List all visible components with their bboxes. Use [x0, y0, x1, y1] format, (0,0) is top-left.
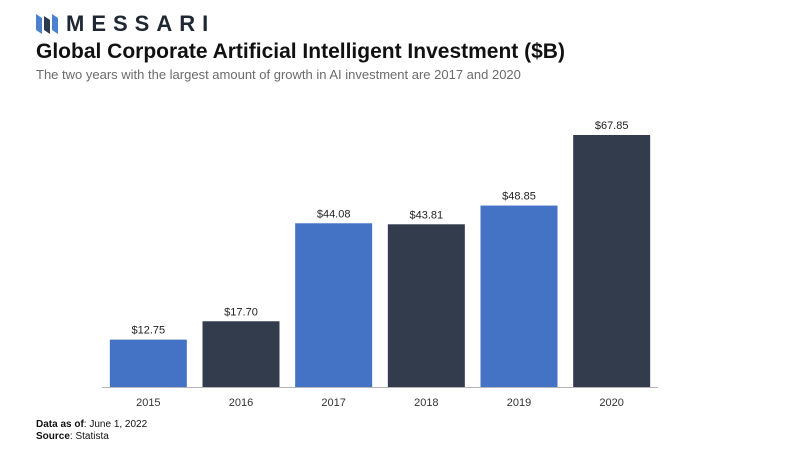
messari-logo-icon — [36, 14, 58, 34]
data-label-2018: $43.81 — [410, 209, 444, 221]
data-label-2016: $17.70 — [224, 306, 258, 318]
source-label: Source — [36, 431, 70, 442]
x-tick-label-2016: 2016 — [229, 397, 253, 409]
x-tick-label-2015: 2015 — [136, 397, 160, 409]
bar-2016 — [202, 321, 280, 387]
x-tick-label-2018: 2018 — [414, 397, 438, 409]
data-label-2017: $44.08 — [317, 208, 351, 220]
data-as-of-value: : June 1, 2022 — [83, 419, 148, 430]
x-tick-label-2017: 2017 — [321, 397, 345, 409]
data-as-of: Data as of: June 1, 2022 — [36, 419, 147, 431]
data-as-of-label: Data as of — [36, 419, 84, 430]
bar-2019 — [480, 205, 558, 387]
source-value: : Statista — [69, 431, 109, 442]
x-tick-label-2019: 2019 — [507, 397, 531, 409]
x-tick-label-2020: 2020 — [599, 397, 623, 409]
brand-name: MESSARI — [66, 11, 216, 36]
footer: Data as of: June 1, 2022 Source: Statist… — [36, 419, 147, 443]
bar-2018 — [387, 224, 465, 387]
chart-subtitle: The two years with the largest amount of… — [36, 67, 521, 82]
bar-2020 — [573, 135, 651, 387]
brand: MESSARI — [36, 12, 215, 36]
bar-2015 — [109, 339, 187, 387]
source: Source: Statista — [36, 431, 147, 443]
data-label-2020: $67.85 — [595, 120, 629, 132]
chart-title: Global Corporate Artificial Intelligent … — [36, 40, 565, 63]
data-label-2019: $48.85 — [502, 191, 536, 203]
bar-2017 — [295, 223, 373, 387]
data-label-2015: $12.75 — [132, 325, 166, 337]
